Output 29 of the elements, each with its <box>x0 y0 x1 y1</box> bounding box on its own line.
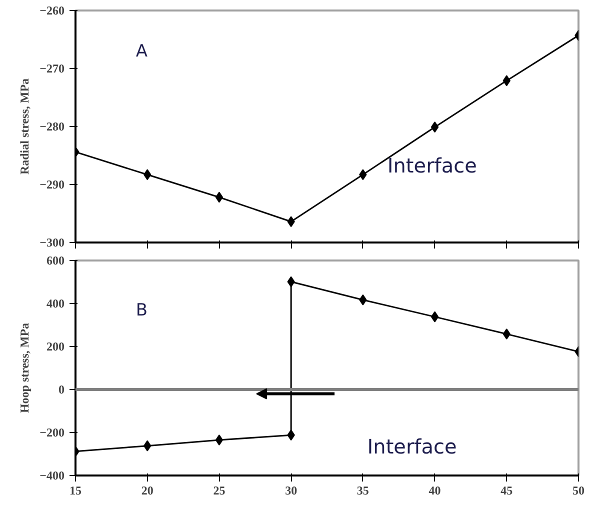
y-tick-label: −300 <box>40 236 65 250</box>
annotation: B <box>136 300 148 321</box>
x-tick-label: 45 <box>500 484 513 498</box>
x-tick-label: 25 <box>213 484 226 498</box>
y-axis-title: Hoop stress, MPa <box>18 322 32 414</box>
y-tick-label: 0 <box>58 382 64 396</box>
x-tick-label: 35 <box>356 484 369 498</box>
point <box>215 192 224 203</box>
point <box>430 122 439 133</box>
x-tick-label: 30 <box>285 484 298 498</box>
annotation: A <box>136 42 148 62</box>
x-tick-label: 40 <box>428 484 441 498</box>
y-tick-label: −280 <box>40 120 65 134</box>
y-axis-title: Radial stress, MPa <box>18 78 32 175</box>
y-tick-label: 200 <box>46 340 64 354</box>
y-tick-label: 400 <box>46 296 64 310</box>
annotation: Interface <box>367 434 457 458</box>
x-tick-label: 20 <box>141 484 154 498</box>
y-tick-label: −200 <box>40 426 65 440</box>
y-tick-label: −260 <box>40 4 65 18</box>
y-tick-label: −270 <box>40 62 65 76</box>
x-tick-label: 15 <box>70 484 82 498</box>
annotation: Interface <box>387 154 477 178</box>
point <box>430 311 439 322</box>
point <box>215 434 224 446</box>
y-tick-label: −400 <box>40 468 65 482</box>
y-tick-label: 600 <box>46 254 64 268</box>
x-tick-label: 50 <box>572 484 584 498</box>
y-tick-label: −290 <box>40 178 65 192</box>
